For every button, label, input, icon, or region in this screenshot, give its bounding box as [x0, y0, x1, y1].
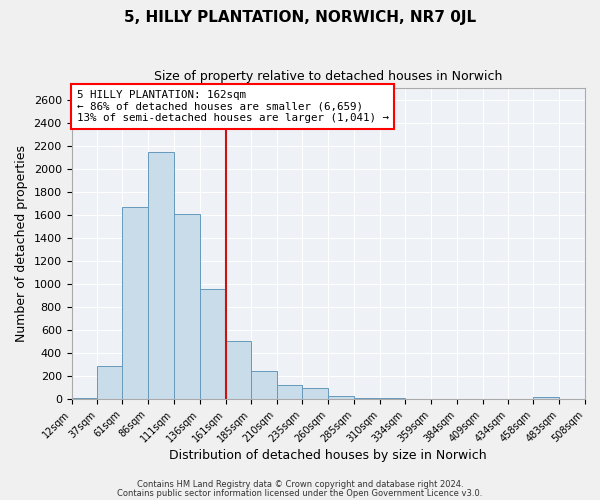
- Bar: [251, 371, 277, 400]
- Bar: [328, 396, 354, 400]
- Bar: [200, 288, 226, 400]
- Bar: [380, 398, 405, 400]
- Text: Contains HM Land Registry data © Crown copyright and database right 2024.: Contains HM Land Registry data © Crown c…: [137, 480, 463, 489]
- Bar: [354, 398, 380, 400]
- Bar: [97, 366, 122, 400]
- Bar: [533, 397, 559, 400]
- Bar: [405, 398, 431, 400]
- Y-axis label: Number of detached properties: Number of detached properties: [15, 146, 28, 342]
- Bar: [302, 388, 328, 400]
- X-axis label: Distribution of detached houses by size in Norwich: Distribution of detached houses by size …: [169, 450, 487, 462]
- Text: 5, HILLY PLANTATION, NORWICH, NR7 0JL: 5, HILLY PLANTATION, NORWICH, NR7 0JL: [124, 10, 476, 25]
- Bar: [277, 386, 302, 400]
- Bar: [174, 214, 200, 400]
- Text: 5 HILLY PLANTATION: 162sqm
← 86% of detached houses are smaller (6,659)
13% of s: 5 HILLY PLANTATION: 162sqm ← 86% of deta…: [77, 90, 389, 123]
- Bar: [431, 398, 457, 400]
- Bar: [122, 207, 148, 400]
- Bar: [148, 152, 174, 400]
- Title: Size of property relative to detached houses in Norwich: Size of property relative to detached ho…: [154, 70, 502, 83]
- Bar: [71, 398, 97, 400]
- Text: Contains public sector information licensed under the Open Government Licence v3: Contains public sector information licen…: [118, 488, 482, 498]
- Bar: [226, 340, 251, 400]
